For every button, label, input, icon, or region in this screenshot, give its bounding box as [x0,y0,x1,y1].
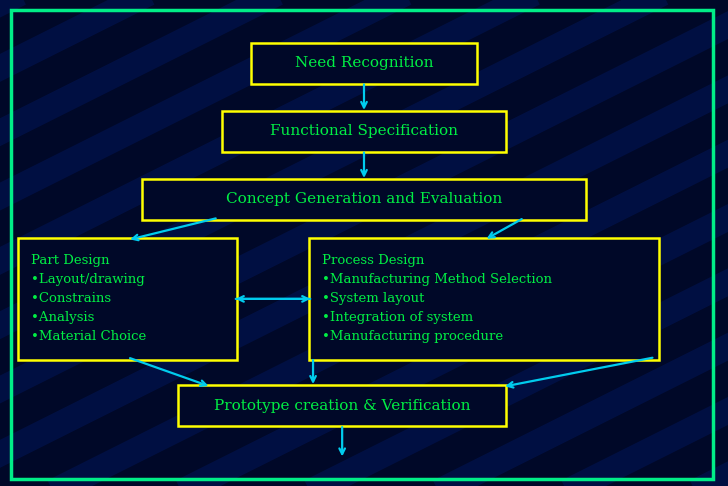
Text: Process Design
•Manufacturing Method Selection
•System layout
•Integration of sy: Process Design •Manufacturing Method Sel… [322,254,552,344]
Text: Prototype creation & Verification: Prototype creation & Verification [214,399,470,413]
Text: Functional Specification: Functional Specification [270,124,458,138]
Text: Need Recognition: Need Recognition [295,56,433,70]
FancyBboxPatch shape [142,179,586,220]
FancyBboxPatch shape [309,238,659,360]
Text: Concept Generation and Evaluation: Concept Generation and Evaluation [226,192,502,206]
FancyBboxPatch shape [178,385,506,427]
FancyBboxPatch shape [18,238,237,360]
FancyBboxPatch shape [222,111,506,152]
FancyBboxPatch shape [251,43,477,84]
Text: Part Design
•Layout/drawing
•Constrains
•Analysis
•Material Choice: Part Design •Layout/drawing •Constrains … [31,254,146,344]
